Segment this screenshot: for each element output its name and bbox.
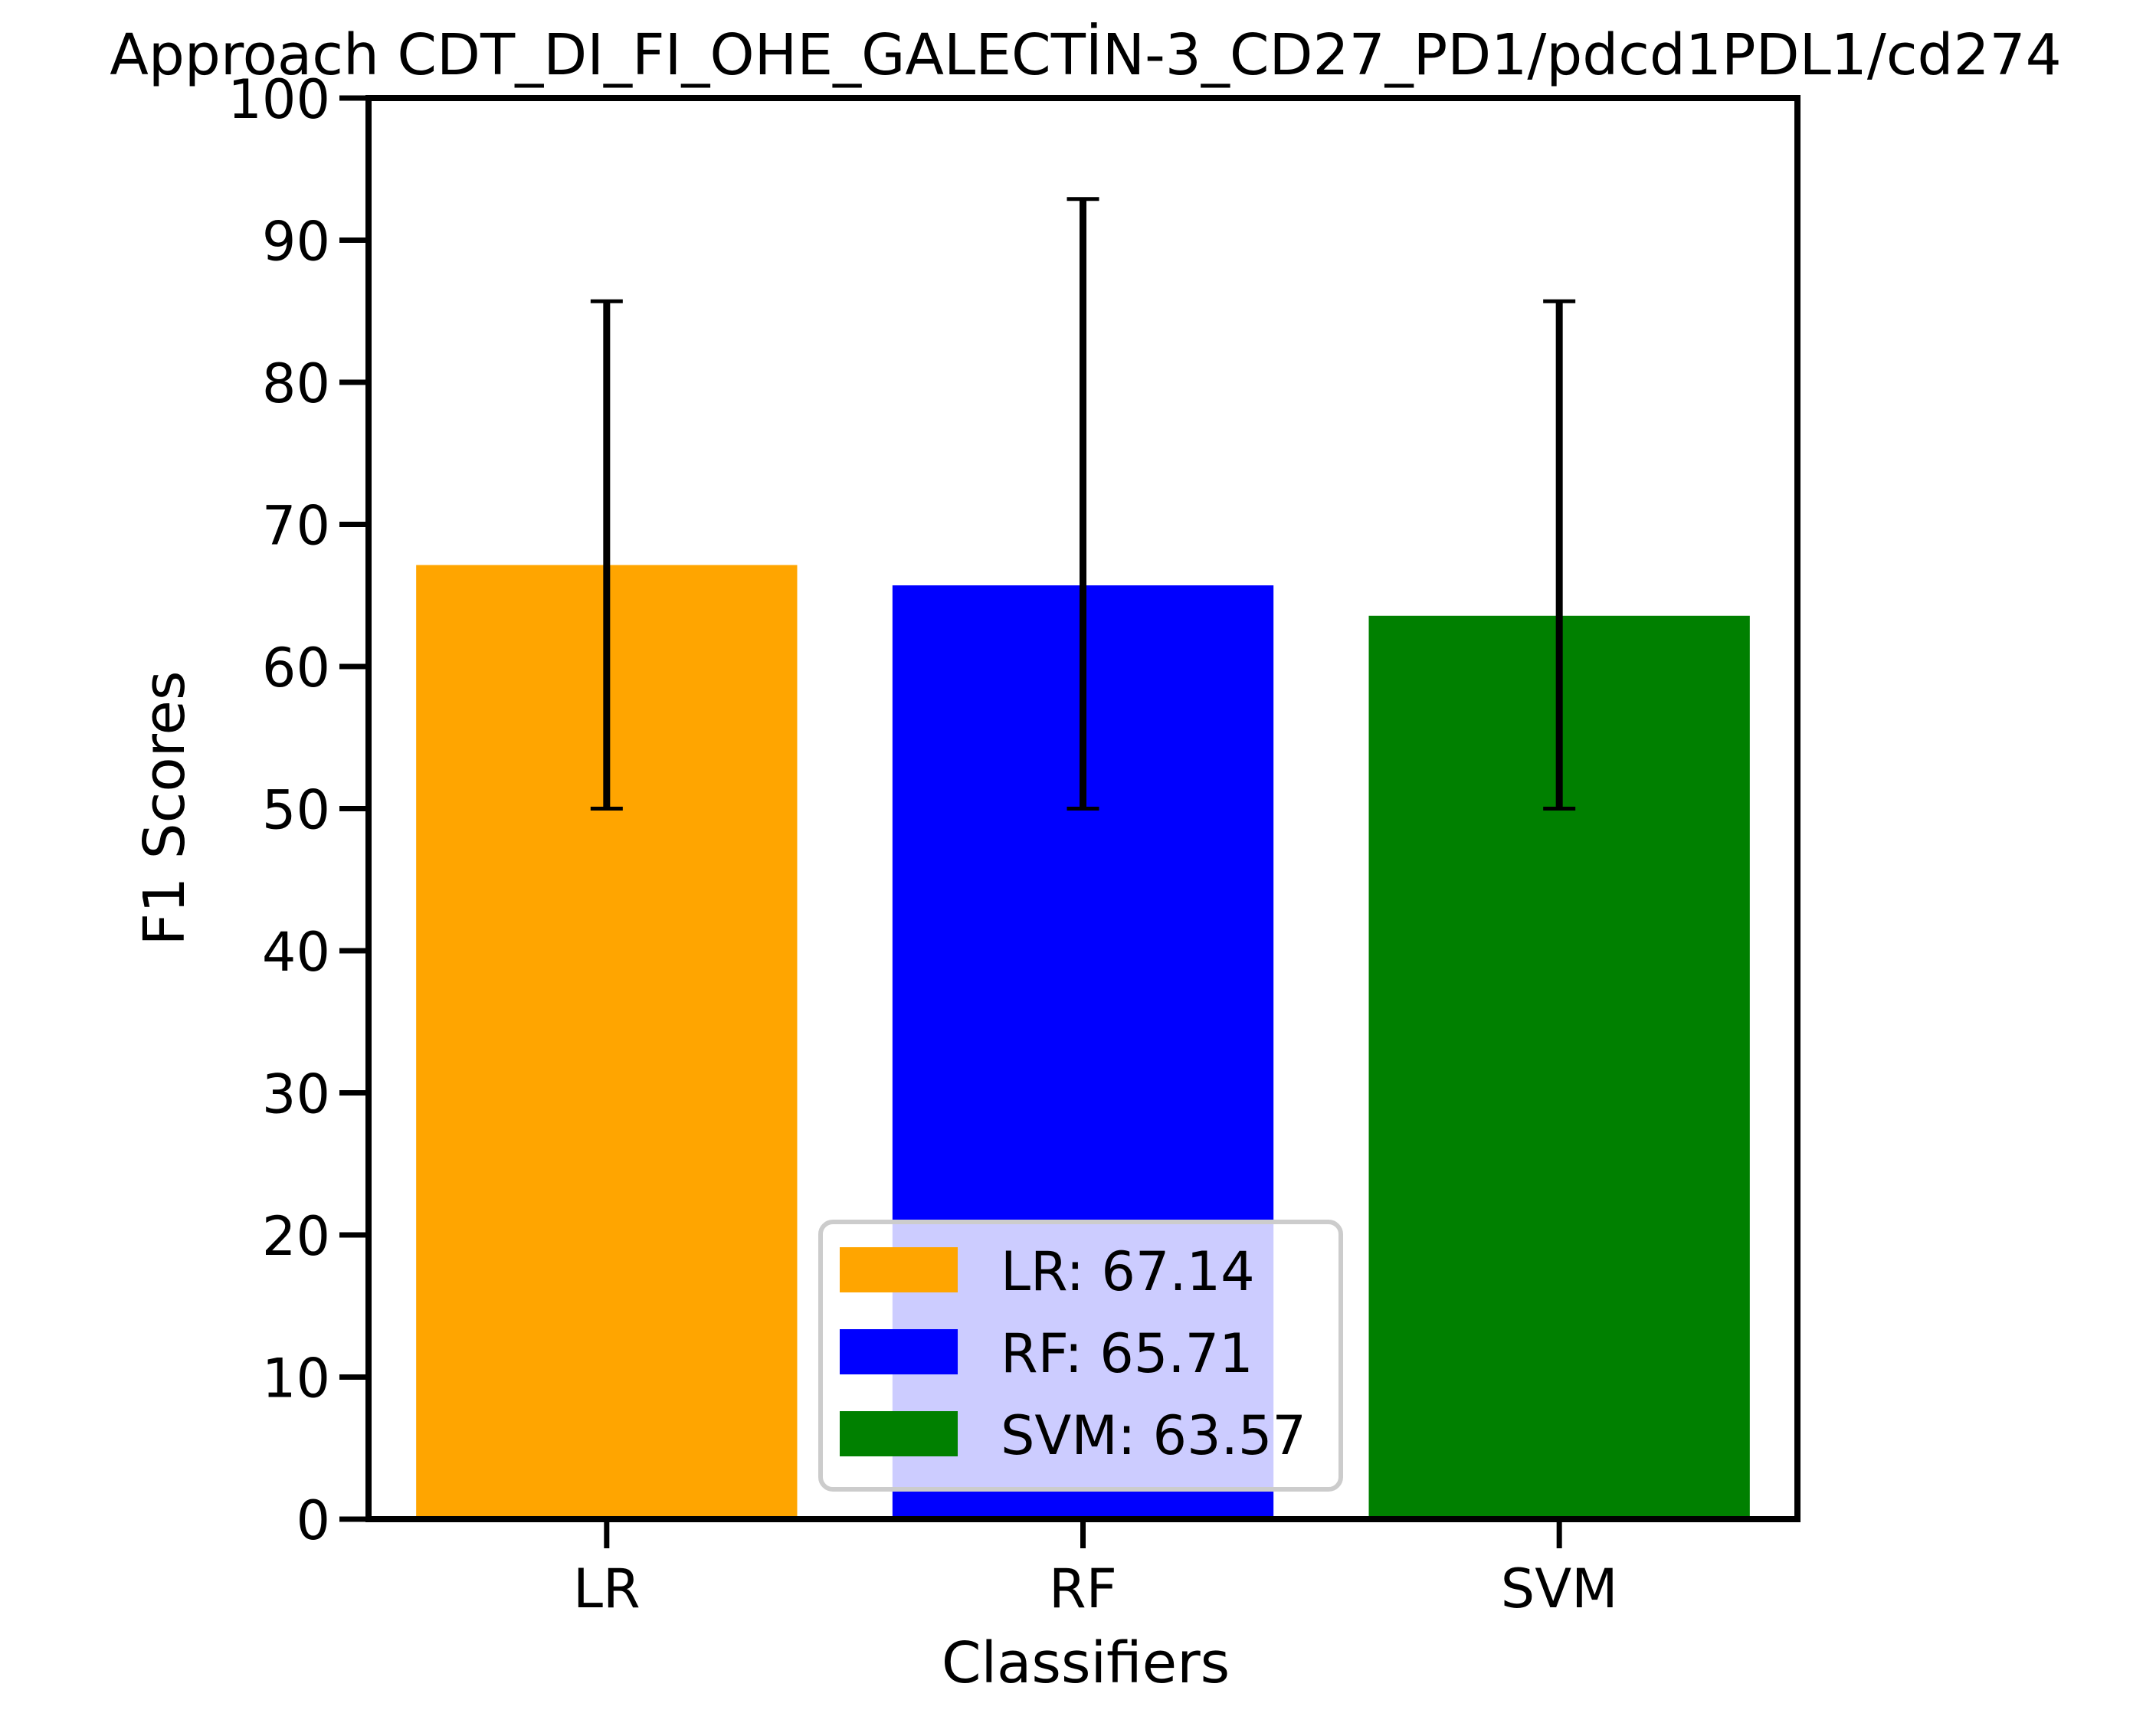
y-tick-label-80: 80 — [262, 352, 330, 415]
chart-title: Approach CDT_DI_FI_OHE_GALECTİN-3_CD27_P… — [110, 21, 2061, 88]
y-tick-label-40: 40 — [262, 921, 330, 984]
legend-label-lr: LR: 67.14 — [1001, 1240, 1255, 1303]
y-tick-label-30: 30 — [262, 1063, 330, 1126]
y-tick-label-20: 20 — [262, 1205, 330, 1268]
legend-swatch-rf — [840, 1329, 958, 1374]
x-axis-label: Classifiers — [942, 1630, 1230, 1696]
error-bar-rf — [1067, 197, 1099, 811]
plot-frame — [365, 95, 1800, 1522]
y-tick-label-90: 90 — [262, 211, 330, 273]
legend: LR: 67.14 RF: 65.71 SVM: 63.57 — [818, 1220, 1343, 1492]
y-tick-label-0: 0 — [296, 1489, 330, 1552]
y-tick-label-100: 100 — [228, 68, 330, 131]
legend-label-svm: SVM: 63.57 — [1001, 1404, 1306, 1467]
y-tick-label-50: 50 — [262, 779, 330, 842]
error-bar-lr — [590, 299, 623, 811]
x-tick-label-rf: RF — [1049, 1557, 1117, 1620]
x-tick-label-lr: LR — [573, 1557, 641, 1620]
plot-area — [416, 197, 1750, 1519]
y-tick-label-60: 60 — [262, 637, 330, 699]
y-tick-label-70: 70 — [262, 495, 330, 558]
y-axis-label: F1 Scores — [132, 671, 198, 946]
legend-swatch-lr — [840, 1247, 958, 1292]
y-tick-label-10: 10 — [262, 1348, 330, 1410]
legend-label-rf: RF: 65.71 — [1001, 1322, 1253, 1385]
x-tick-label-svm: SVM — [1501, 1557, 1618, 1620]
axes: 0 10 20 30 40 50 60 70 80 90 100 LR RF SVM — [228, 68, 1800, 1620]
error-bar-svm — [1543, 299, 1576, 811]
legend-swatch-svm — [840, 1411, 958, 1456]
